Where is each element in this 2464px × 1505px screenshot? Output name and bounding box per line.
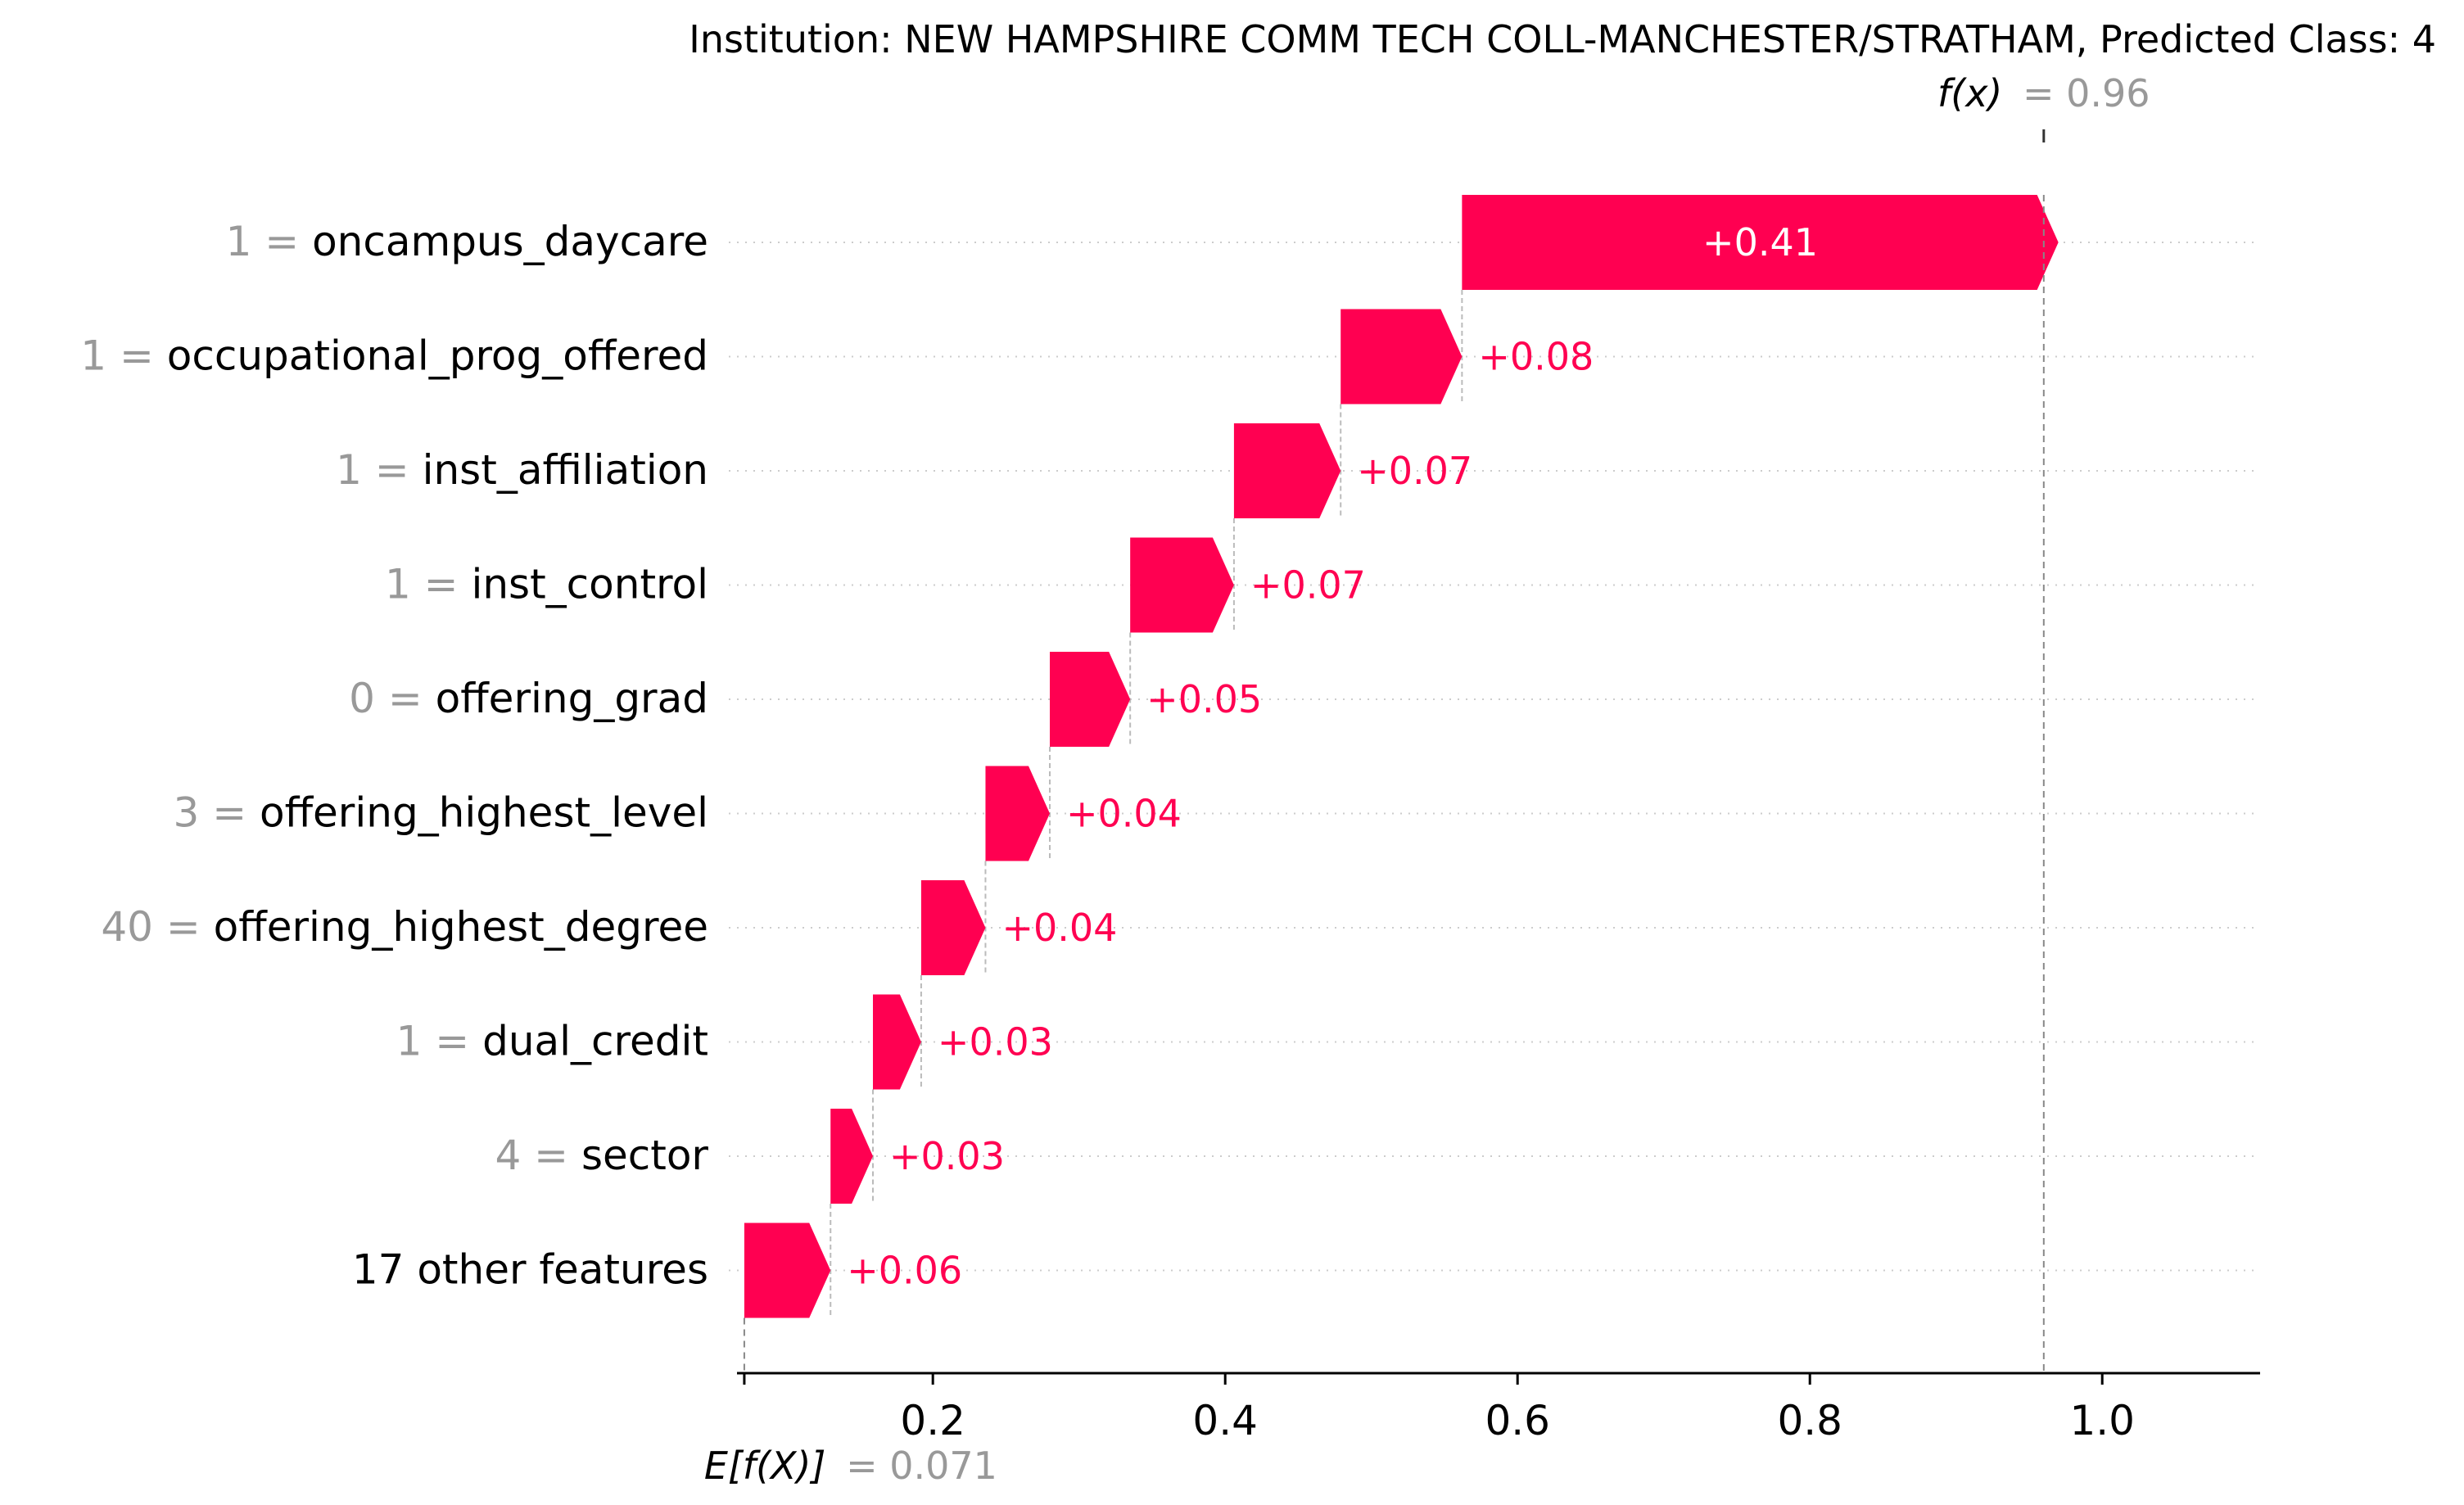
contribution-bar [1341,309,1463,404]
contribution-label: +0.07 [1250,563,1366,608]
feature-label: 1 = oncampus_daycare [226,218,708,265]
contribution-bar [1049,652,1131,747]
base-value-text: = 0.071 [846,1444,997,1488]
contribution-bar [1130,537,1234,633]
contribution-bar [873,994,921,1090]
output-value-label: f(x) = 0.96 [1937,71,2150,115]
x-tick-label: 1.0 [2069,1397,2135,1444]
contribution-bar [1462,195,2059,290]
feature-value: 1 = [226,218,313,265]
output-value-prefix: f(x) [1937,71,2002,115]
value-labels: +0.41 +0.08 +0.07 +0.07 +0.05 +0.04 +0.04 +0.03… [847,220,1818,1293]
contribution-bar [920,880,986,975]
feature-value: 0 = [349,675,436,722]
x-axis: 0.2 0.4 0.6 0.8 1.0 [737,1372,2260,1444]
contribution-label: +0.07 [1357,449,1472,493]
feature-label: 4 = sector [495,1132,708,1179]
feature-name: inst_control [471,561,708,608]
x-tick-label: 0.6 [1485,1397,1550,1444]
feature-label: 40 = offering_highest_degree [101,903,708,951]
feature-value: 1 = [80,332,167,380]
feature-name: occupational_prog_offered [167,332,708,380]
x-tick-label: 0.2 [900,1397,965,1444]
feature-name: inst_affiliation [423,446,708,494]
contribution-label: +0.04 [1066,792,1182,836]
feature-value: 1 = [385,561,472,608]
contribution-label: +0.03 [889,1134,1005,1178]
feature-label: 17 other features [352,1246,708,1294]
feature-name: oncampus_daycare [312,218,708,265]
feature-label: 3 = offering_highest_level [174,789,709,837]
base-value-prefix: E[f(X)] [704,1444,826,1488]
output-value-marker: f(x) = 0.96 [1937,71,2150,1373]
connector-lines [830,290,1463,1318]
feature-name: sector [581,1132,708,1179]
feature-value: 3 = [174,789,260,837]
row-guides [729,242,2260,1272]
base-value-label: E[f(X)] = 0.071 [704,1444,997,1488]
contribution-bar [1233,423,1341,518]
contribution-bar [744,1223,831,1318]
contribution-bar [830,1109,874,1204]
x-tick-label: 0.8 [1777,1397,1842,1444]
bars [744,195,2059,1318]
contribution-label: +0.06 [847,1249,962,1293]
output-value-text: = 0.96 [2023,71,2150,115]
contribution-bar [985,766,1050,861]
feature-label: 1 = occupational_prog_offered [80,332,708,380]
x-axis-ticks: 0.2 0.4 0.6 0.8 1.0 [743,1373,2135,1444]
chart-title: Institution: NEW HAMPSHIRE COMM TECH COL… [689,17,2436,61]
contribution-label: +0.04 [1001,906,1117,950]
feature-label: 1 = dual_credit [396,1018,708,1065]
contribution-label: +0.05 [1146,677,1262,721]
feature-value: 40 = [101,903,213,951]
contribution-label: +0.08 [1478,335,1594,379]
feature-name: dual_credit [482,1018,708,1065]
feature-name: offering_highest_level [260,789,708,837]
feature-value: 1 = [396,1018,483,1065]
feature-label: 1 = inst_affiliation [336,446,708,494]
base-value-marker: E[f(X)] = 0.071 [704,1317,997,1488]
contribution-label: +0.41 [1702,220,1818,264]
feature-value: 4 = [495,1132,581,1179]
x-tick-label: 0.4 [1192,1397,1258,1444]
feature-name: 17 other features [352,1246,708,1294]
feature-name: offering_grad [436,675,708,722]
contribution-label: +0.03 [938,1020,1053,1064]
feature-label: 0 = offering_grad [349,675,708,722]
feature-value: 1 = [336,446,423,494]
feature-label: 1 = inst_control [385,561,708,608]
feature-name: offering_highest_degree [214,903,708,951]
